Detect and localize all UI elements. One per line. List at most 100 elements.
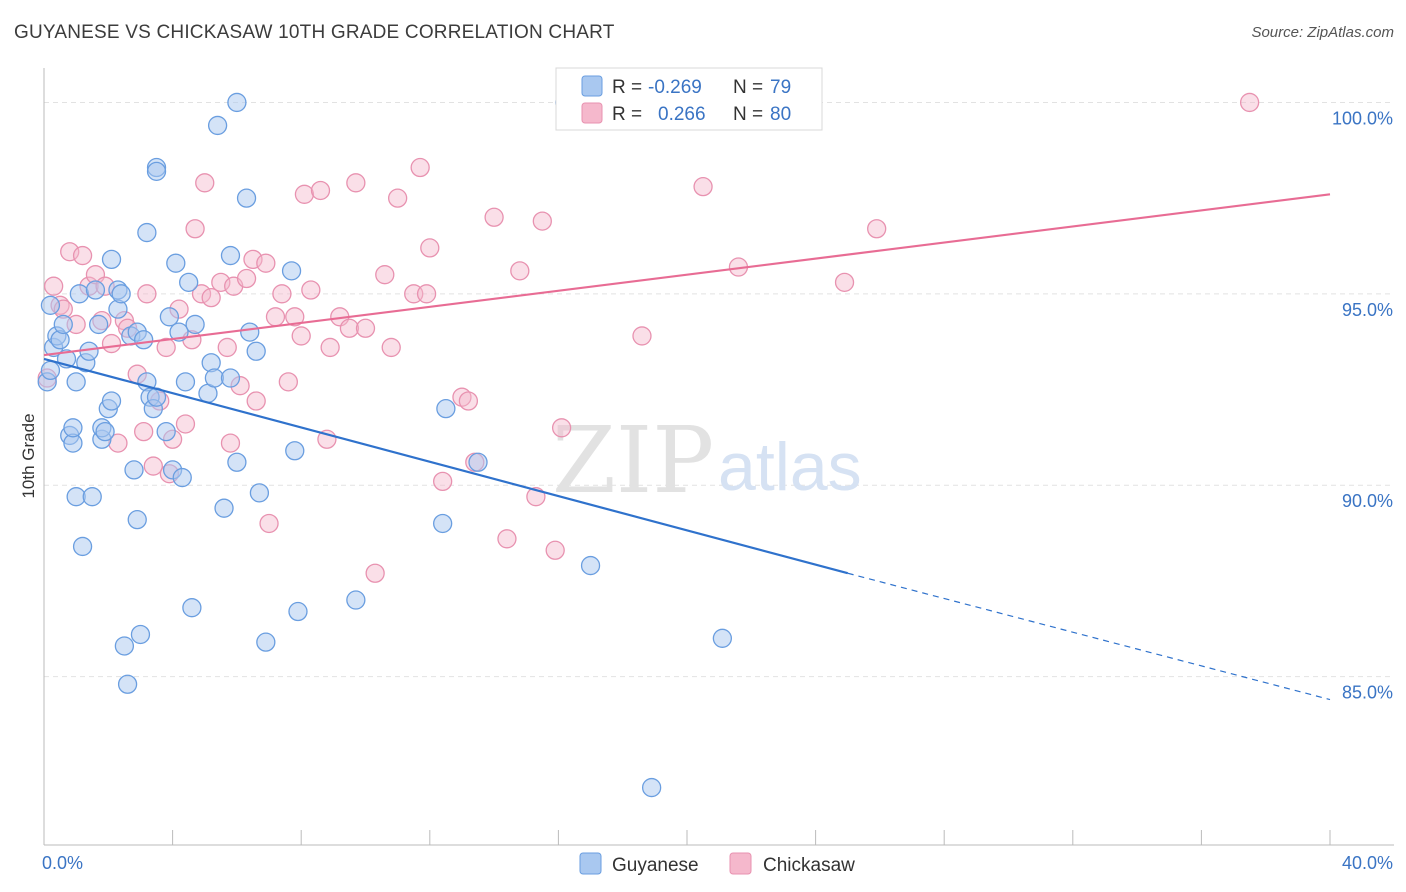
chickasaw-point — [484, 207, 504, 227]
guyanese-point — [220, 368, 241, 388]
chickasaw-point — [497, 529, 517, 549]
chickasaw-point — [285, 307, 305, 327]
chickasaw-point — [246, 391, 266, 411]
chickasaw-point — [420, 238, 440, 258]
chickasaw-point — [259, 513, 279, 534]
chickasaw-point — [101, 333, 122, 354]
legend-top-r-value-2: 0.266 — [658, 104, 706, 125]
guyanese-point — [249, 483, 270, 503]
chickasaw-point — [458, 391, 479, 411]
guyanese-point — [95, 421, 115, 442]
x-tick-label-0: 0.0% — [42, 853, 83, 873]
guyanese-point — [66, 372, 86, 392]
trend-lines — [43, 193, 1331, 701]
chickasaw-point — [410, 157, 430, 178]
guyanese-point — [85, 280, 106, 300]
guyanese-point — [204, 368, 225, 388]
guyanese-point — [117, 674, 138, 694]
guyanese-point — [124, 460, 144, 480]
guyanese-point — [712, 628, 733, 648]
chickasaw-point — [867, 219, 887, 239]
chickasaw-point — [365, 563, 385, 583]
chickasaw-point — [339, 318, 360, 338]
guyanese-point — [111, 284, 131, 304]
guyanese-point — [220, 245, 241, 266]
chickasaw-point — [185, 219, 205, 239]
chickasaw-point — [291, 326, 311, 346]
guyanese-point — [101, 249, 122, 270]
guyanese-point — [72, 536, 93, 557]
chickasaw-point — [195, 173, 215, 193]
chickasaw-point — [834, 272, 855, 292]
chickasaw-point — [545, 540, 565, 560]
guyanese-point — [134, 330, 154, 350]
guyanese-point — [285, 441, 305, 461]
source-credit: Source: ZipAtlas.com — [1251, 24, 1394, 41]
y-tick-label-0: 100.0% — [1332, 108, 1393, 128]
guyanese-point — [227, 92, 247, 113]
guyanese-point — [227, 452, 247, 472]
chickasaw-point — [43, 276, 64, 296]
guyanese-point — [40, 295, 61, 315]
watermark-zip: ZIP — [552, 407, 714, 514]
guyanese-trend-line — [43, 357, 849, 575]
legend-top-n-label-2: N = — [733, 104, 763, 125]
legend-bottom-label-guyanese: Guyanese — [612, 855, 699, 876]
chickasaw-point — [134, 421, 154, 442]
guyanese-point — [69, 284, 90, 304]
guyanese-point — [137, 222, 157, 243]
guyanese-point — [256, 632, 276, 652]
legend-top: R = -0.269 N = 79 R = 0.266 N = 80 — [555, 67, 823, 131]
axes — [43, 68, 1394, 846]
legend-top-n-value-2: 80 — [770, 104, 791, 125]
chickasaw-point — [256, 253, 276, 273]
watermark-atlas: atlas — [718, 429, 862, 505]
chickasaw-point — [433, 471, 453, 492]
guyanese-point — [468, 452, 488, 472]
guyanese-point — [40, 360, 61, 381]
chickasaw-point — [272, 284, 292, 304]
legend-bottom-swatch-chickasaw — [729, 852, 752, 875]
chickasaw-point — [416, 284, 437, 304]
chickasaw-point — [355, 318, 376, 338]
chickasaw-point — [294, 184, 315, 204]
chickasaw-point — [551, 418, 572, 438]
guyanese-point — [246, 341, 266, 361]
y-axis-title: 10th Grade — [19, 413, 38, 498]
guyanese-point — [433, 513, 453, 534]
legend-bottom-swatch-guyanese — [579, 852, 602, 875]
guyanese-point — [179, 272, 199, 292]
guyanese-point — [580, 555, 601, 576]
chickasaw-point — [72, 245, 93, 266]
legend-top-r-label-1: R = — [612, 77, 642, 98]
x-tick-label-1: 40.0% — [1342, 853, 1393, 873]
guyanese-point — [346, 590, 366, 610]
guyanese-point — [436, 399, 456, 419]
guyanese-point — [288, 601, 308, 622]
chickasaw-point — [156, 337, 176, 358]
chickasaw-point — [143, 456, 163, 476]
chickasaw-point — [236, 268, 257, 289]
chickasaw-point — [375, 265, 395, 285]
chickasaw-point — [265, 307, 286, 327]
guyanese-point — [159, 307, 180, 327]
guyanese-point — [236, 188, 257, 208]
chickasaw-point — [346, 173, 366, 193]
legend-top-r-label-2: R = — [612, 104, 642, 125]
guyanese-point — [82, 487, 102, 507]
y-tick-label-3: 85.0% — [1342, 683, 1393, 703]
guyanese-point — [156, 421, 176, 442]
guyanese-point — [114, 636, 135, 656]
guyanese-point — [281, 261, 302, 281]
chickasaw-point — [381, 337, 401, 358]
guyanese-point — [63, 418, 83, 438]
chickasaw-point — [693, 177, 713, 197]
legend-bottom: Guyanese Chickasaw — [579, 852, 855, 876]
guyanese-point — [166, 253, 186, 273]
guyanese-point — [89, 314, 109, 335]
guyanese-point — [172, 467, 192, 488]
chickasaw-point — [201, 288, 221, 308]
chickasaw-point — [301, 280, 321, 300]
chickasaw-point — [191, 284, 212, 304]
chickasaw-point — [278, 372, 298, 392]
